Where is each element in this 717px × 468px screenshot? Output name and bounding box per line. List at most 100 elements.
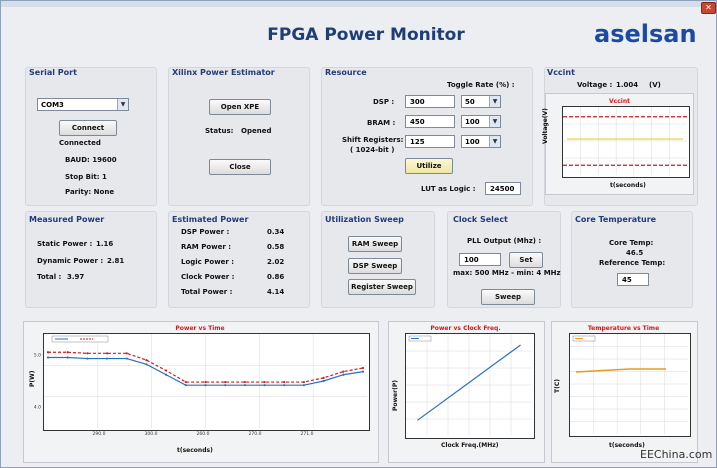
shift-registers-toggle-value: 100 — [465, 138, 480, 146]
toggle-rate-header: Toggle Rate (%) : — [447, 81, 515, 89]
temperature-vs-time-title: Temperature vs Time — [587, 325, 660, 332]
power-data-point — [302, 384, 306, 387]
register-sweep-button[interactable]: Register Sweep — [348, 279, 416, 295]
power-vs-time-ylabel: P(W) — [29, 370, 36, 388]
com-port-select[interactable]: COM3 ▼ — [37, 98, 129, 111]
power-data-point — [184, 380, 187, 384]
temperature-vs-time-ylabel: T(C) — [554, 379, 561, 393]
resource-title: Resource — [325, 68, 367, 77]
reference-temp-input[interactable]: 45 — [617, 273, 649, 286]
dsp-input[interactable]: 300 — [405, 95, 455, 108]
ram-power-value: 0.58 — [267, 243, 285, 251]
pll-output-label: PLL Output (Mhz) : — [467, 237, 542, 245]
power-data-point — [46, 356, 50, 359]
total-estimated-power-label: Total Power : — [181, 288, 233, 296]
bram-input[interactable]: 450 — [405, 115, 455, 128]
y-tick-label: 5.0 — [34, 352, 41, 358]
bram-label: BRAM : — [367, 119, 396, 127]
vccint-ylabel: Voltage(V) — [542, 108, 549, 144]
vccint-plot-area — [562, 106, 690, 178]
power-data-point — [263, 380, 266, 384]
power-data-point — [105, 352, 109, 355]
temperature-vs-time-xlabel: t(seconds) — [609, 442, 645, 449]
power-data-point — [125, 357, 128, 360]
dsp-sweep-button[interactable]: DSP Sweep — [348, 258, 402, 274]
dsp-label: DSP : — [373, 98, 395, 106]
shift-registers-input[interactable]: 125 — [405, 135, 455, 148]
power-data-point — [243, 380, 246, 384]
watermark: EEChina.com — [640, 448, 713, 461]
voltage-value: 1.004 — [616, 81, 639, 89]
app-title: FPGA Power Monitor — [267, 25, 465, 45]
vccint-plot-svg — [563, 107, 687, 175]
power-vs-time-title: Power vs Time — [175, 325, 225, 332]
pll-output-input[interactable]: 100 — [459, 253, 501, 266]
power-data-point — [224, 384, 227, 387]
dsp-power-label: DSP Power : — [181, 228, 230, 236]
power-data-point — [283, 380, 286, 384]
power-data-point — [66, 356, 69, 359]
vccint-title: Vccint — [547, 68, 575, 77]
core-temperature-panel — [571, 211, 693, 308]
legend-box — [572, 335, 596, 342]
com-port-value: COM3 — [41, 101, 64, 109]
bram-toggle-select[interactable]: 100 ▼ — [461, 115, 501, 128]
xpe-close-button[interactable]: Close — [209, 159, 271, 175]
power-data-point — [46, 351, 50, 354]
clock-power-value: 0.86 — [267, 273, 285, 281]
power-vs-clock-ylabel: Power(P) — [392, 380, 399, 411]
power-data-point — [302, 380, 306, 384]
power-data-point — [204, 380, 207, 384]
connect-button[interactable]: Connect — [59, 120, 117, 136]
estimated-power-title: Estimated Power — [172, 215, 249, 224]
y-tick-label: 4.0 — [34, 405, 41, 411]
power-data-point — [184, 384, 187, 387]
bram-toggle-value: 100 — [465, 118, 480, 126]
shift-registers-toggle-select[interactable]: 100 ▼ — [461, 135, 501, 148]
power-data-point — [165, 369, 168, 372]
x-tick-label: 290.0 — [93, 431, 106, 437]
x-tick-label: 260.0 — [197, 431, 210, 437]
dsp-power-value: 0.34 — [267, 228, 285, 236]
open-xpe-button[interactable]: Open XPE — [209, 99, 271, 115]
vccint-chart-title: Vccint — [609, 98, 630, 105]
ram-sweep-button[interactable]: RAM Sweep — [348, 236, 402, 252]
shift-registers-sublabel: ( 1024-bit ) — [350, 146, 395, 154]
total-estimated-power-value: 4.14 — [267, 288, 285, 296]
dsp-toggle-value: 50 — [465, 98, 475, 106]
power-data-point — [204, 384, 207, 387]
core-temperature-title: Core Temperature — [575, 215, 657, 224]
parity: Parity: None — [65, 188, 115, 196]
dynamic-power-label: Dynamic Power : — [37, 257, 104, 265]
power-data-point — [322, 379, 325, 383]
chevron-down-icon: ▼ — [117, 99, 128, 110]
power-data-point — [361, 370, 365, 373]
power-data-point — [66, 351, 69, 354]
voltage-label: Voltage : — [577, 81, 613, 89]
dsp-toggle-select[interactable]: 50 ▼ — [461, 95, 501, 108]
serial-port-title: Serial Port — [29, 68, 77, 77]
set-button[interactable]: Set — [509, 252, 543, 268]
measured-power-panel — [25, 211, 157, 308]
title-bar — [1, 1, 716, 7]
power-freq-series-line — [417, 344, 521, 421]
utilize-button[interactable]: Utilize — [405, 158, 453, 174]
temperature-vs-time-svg — [570, 334, 688, 434]
power-data-point — [86, 357, 89, 360]
close-icon[interactable]: ✕ — [701, 2, 716, 14]
estimated-power-panel — [168, 211, 310, 308]
aselsan-logo: aselsan — [594, 20, 697, 48]
chevron-down-icon: ▼ — [489, 136, 500, 147]
power-data-point — [361, 366, 365, 370]
power-vs-clock-title: Power vs Clock Freq. — [430, 325, 501, 332]
power-data-point — [86, 352, 89, 355]
power-data-point — [243, 384, 246, 387]
clock-sweep-button[interactable]: Sweep — [481, 289, 535, 305]
logic-power-value: 2.02 — [267, 258, 285, 266]
power-data-point — [342, 370, 345, 373]
power-data-point — [105, 357, 109, 360]
lut-input[interactable]: 24500 — [485, 182, 521, 195]
total-power-value: 3.97 — [67, 273, 85, 281]
core-temp-value: 46.5 — [626, 249, 644, 257]
vccint-chart: Vccint Voltage(V) t(seconds) — [542, 93, 694, 195]
